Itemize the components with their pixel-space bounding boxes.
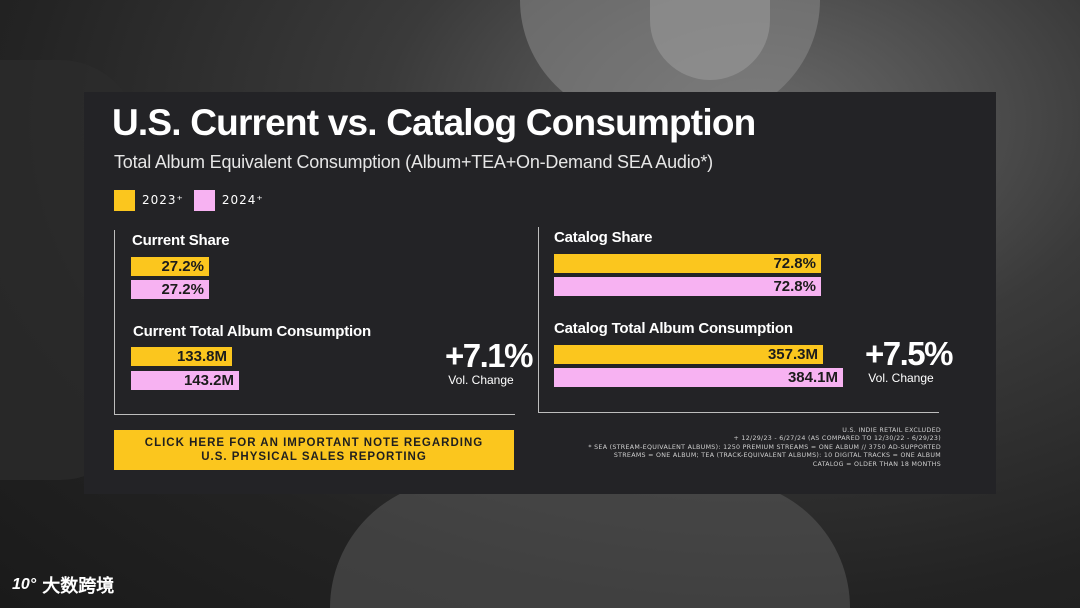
current-consumption-bar-2023: 133.8M — [131, 347, 232, 366]
note-button-line-2: U.S. PHYSICAL SALES REPORTING — [201, 451, 427, 463]
catalog-share-bar-2024: 72.8% — [554, 277, 821, 296]
watermark-text: 大数跨境 — [42, 576, 115, 596]
footnote-line: + 12/29/23 - 6/27/24 (AS COMPARED TO 12/… — [733, 435, 941, 443]
legend-swatch-2024 — [193, 189, 215, 211]
watermark-logo: 10° — [12, 576, 37, 593]
catalog-volume-change: +7.5% Vol. Change — [865, 335, 954, 386]
legend-swatch-2023 — [114, 189, 135, 211]
legend-item-2024: 2024⁺ — [193, 189, 264, 211]
physical-sales-note-button[interactable]: CLICK HERE FOR AN IMPORTANT NOTE REGARDI… — [114, 430, 514, 470]
legend-item-2023: 2023⁺ — [114, 189, 184, 211]
current-section: Current Share 27.2% 27.2% Current Total … — [114, 230, 534, 415]
catalog-share-title: Catalog Share — [554, 229, 653, 246]
current-share-title: Current Share — [132, 232, 230, 249]
footnotes: U.S. INDIE RETAIL EXCLUDED + 12/29/23 - … — [588, 427, 941, 469]
catalog-change-value: +7.5% — [865, 335, 954, 372]
chart-panel: U.S. Current vs. Catalog Consumption Tot… — [84, 92, 996, 494]
legend-label-2023: 2023⁺ — [142, 193, 184, 207]
current-change-value: +7.1% — [445, 337, 534, 374]
current-change-label: Vol. Change — [448, 373, 514, 387]
current-consumption-bar-2024: 143.2M — [131, 371, 239, 390]
current-share-bar-2024: 27.2% — [131, 280, 209, 299]
footnote-line: * SEA (STREAM-EQUIVALENT ALBUMS): 1250 P… — [588, 443, 941, 451]
legend: 2023⁺ 2024⁺ — [114, 189, 274, 211]
catalog-change-label: Vol. Change — [868, 371, 934, 385]
page-title: U.S. Current vs. Catalog Consumption — [112, 102, 756, 143]
catalog-consumption-bar-2023: 357.3M — [554, 345, 823, 364]
note-button-line-1: CLICK HERE FOR AN IMPORTANT NOTE REGARDI… — [144, 437, 484, 449]
page-subtitle: Total Album Equivalent Consumption (Albu… — [114, 152, 713, 172]
catalog-consumption-bar-2024: 384.1M — [554, 368, 843, 387]
catalog-consumption-title: Catalog Total Album Consumption — [554, 320, 793, 337]
current-share-bar-2023: 27.2% — [131, 257, 209, 276]
current-consumption-title: Current Total Album Consumption — [133, 323, 371, 340]
footnote-line: U.S. INDIE RETAIL EXCLUDED — [842, 427, 941, 434]
legend-label-2024: 2024⁺ — [221, 193, 264, 207]
background-shape — [330, 480, 850, 608]
current-volume-change: +7.1% Vol. Change — [445, 337, 534, 388]
watermark: 10° 大数跨境 — [12, 572, 114, 598]
catalog-share-bar-2023: 72.8% — [554, 254, 821, 273]
footnote-line: CATALOG = OLDER THAN 18 MONTHS — [812, 460, 941, 468]
footnote-line: STREAMS = ONE ALBUM; TEA (TRACK-EQUIVALE… — [613, 452, 941, 460]
catalog-section: Catalog Share 72.8% 72.8% Catalog Total … — [538, 227, 954, 413]
